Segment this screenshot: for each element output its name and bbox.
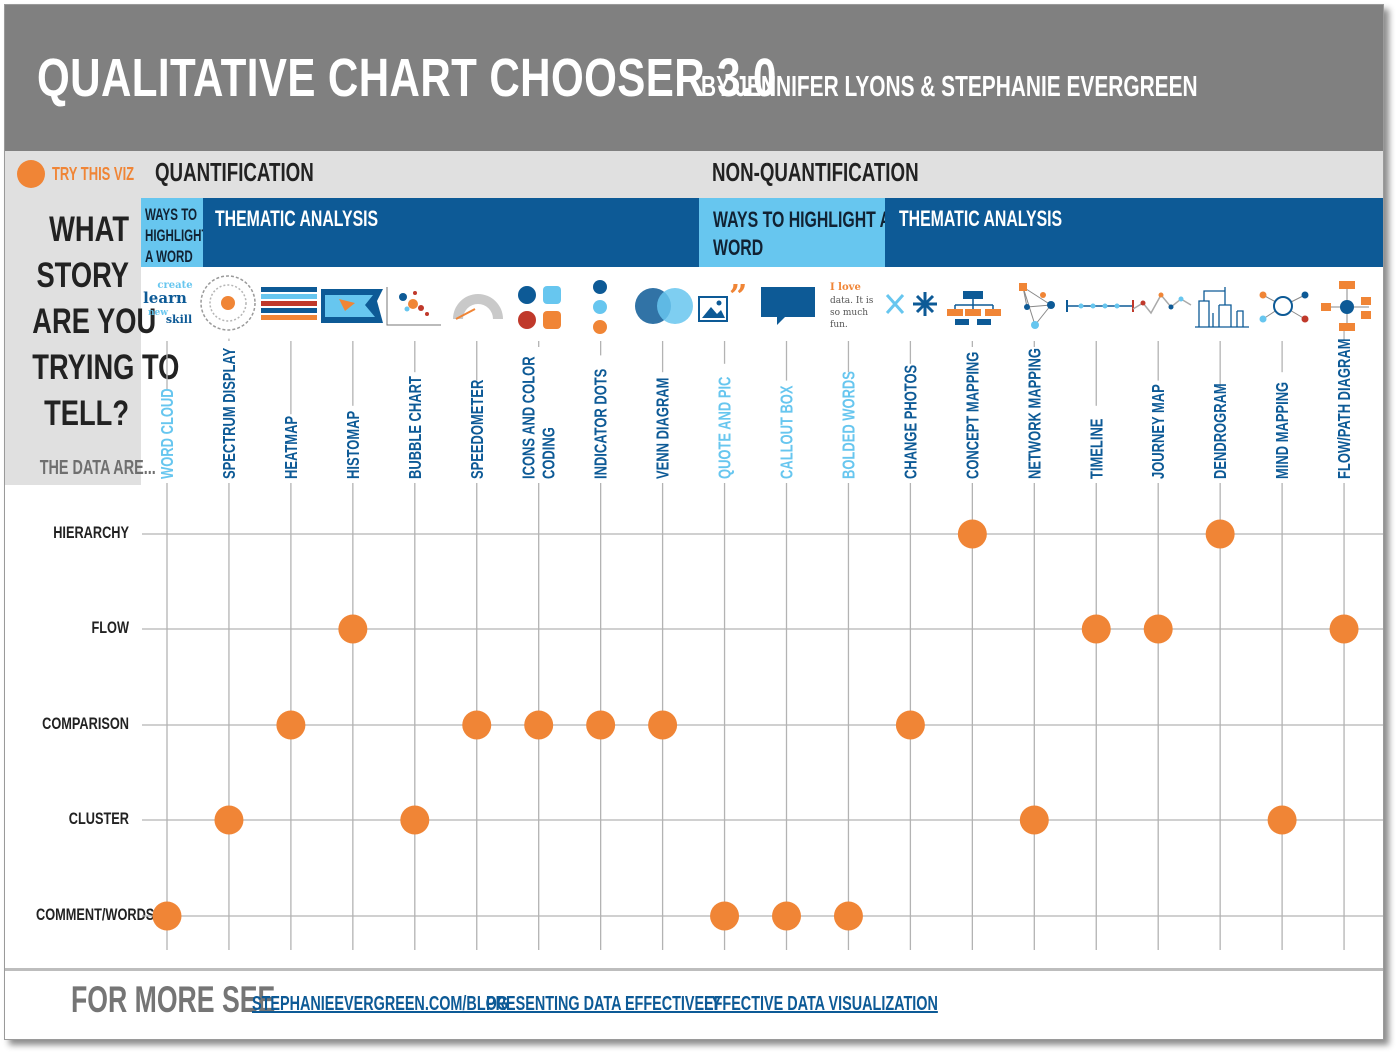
story-question: WHAT STORY ARE YOU TRYING TO TELL? — [32, 207, 179, 437]
band-n-thematic-label: THEMATIC ANALYSIS — [899, 206, 1063, 231]
band-n-highlight-line: WAYS TO HIGHLIGHT A — [713, 207, 892, 232]
column-label: TIMELINE — [1087, 419, 1107, 479]
match-dot — [214, 805, 244, 835]
match-dot — [1081, 614, 1111, 644]
match-dot — [833, 901, 863, 931]
match-dot — [152, 901, 182, 931]
column-label: BOLDED WORDS — [840, 371, 860, 479]
column-label: ICONS AND COLOR — [520, 356, 540, 479]
poster-title: QUALITATIVE CHART CHOOSER 3.0 — [37, 48, 777, 108]
column-label: CALLOUT BOX — [778, 385, 798, 479]
match-dot — [338, 614, 368, 644]
column-label: CONCEPT MAPPING — [963, 352, 983, 479]
match-dot — [648, 710, 678, 740]
match-dot — [710, 901, 740, 931]
band-n-highlight-line: WORD — [713, 235, 764, 260]
match-dot — [586, 710, 616, 740]
band-q-highlight-line: HIGHLIGHT — [145, 226, 209, 245]
section-quantification: QUANTIFICATION — [155, 157, 314, 187]
chart-chooser-poster: QUALITATIVE CHART CHOOSER 3.0 BY JENNIFE… — [4, 4, 1384, 1040]
column-label: SPECTRUM DISPLAY — [220, 347, 240, 479]
match-dot — [1267, 805, 1297, 835]
row-label-comment-words: COMMENT/WORDS — [36, 905, 155, 924]
row-label-flow: FLOW — [91, 618, 129, 637]
column-label: MIND MAPPING — [1273, 382, 1293, 479]
match-dot — [400, 805, 430, 835]
story-line: TELL? — [44, 394, 129, 433]
match-dot — [1143, 614, 1173, 644]
column-label: INDICATOR DOTS — [592, 369, 612, 479]
band-q-highlight: WAYS TO HIGHLIGHT A WORD — [141, 198, 209, 267]
link-effective-dataviz[interactable]: EFFECTIVE DATA VISUALIZATION — [704, 993, 938, 1015]
legend-label: TRY THIS VIZ — [52, 164, 135, 184]
choice-matrix: WORD CLOUD SPECTRUM DISPLAY HEATMAP HISTOMA… — [142, 330, 1383, 950]
band-q-thematic: THEMATIC ANALYSIS — [203, 198, 699, 267]
data-are-label: THE DATA ARE... — [39, 457, 156, 479]
band-q-highlight-line: A WORD — [145, 247, 193, 266]
header-bar — [5, 5, 1383, 151]
column-label: CHANGE PHOTOS — [901, 365, 921, 479]
row-label-comparison: COMPARISON — [42, 714, 129, 733]
column-label: QUOTE AND PIC — [716, 377, 736, 479]
match-dot — [957, 519, 987, 549]
column-label: DENDROGRAM — [1211, 383, 1231, 479]
column-label: WORD CLOUD — [158, 388, 178, 479]
column-label: FLOW/PATH DIAGRAM — [1335, 338, 1355, 479]
column-label: BUBBLE CHART — [406, 376, 426, 479]
link-blog[interactable]: STEPHANIEEVERGREEN.COM/BLOG — [252, 993, 509, 1015]
column-label: NETWORK MAPPING — [1025, 348, 1045, 479]
match-dot — [276, 710, 306, 740]
match-dot — [462, 710, 492, 740]
band-n-highlight: WAYS TO HIGHLIGHT A WORD — [699, 198, 891, 267]
question-panel — [5, 198, 141, 485]
match-dot — [1329, 614, 1359, 644]
column-label: VENN DIAGRAM — [654, 378, 674, 479]
section-non-quantification: NON-QUANTIFICATION — [712, 157, 919, 187]
column-label: HISTOMAP — [344, 411, 364, 479]
match-dot — [1205, 519, 1235, 549]
column-label: JOURNEY MAP — [1149, 384, 1169, 479]
column-label: CODING — [540, 427, 560, 479]
story-line: WHAT — [49, 210, 129, 249]
row-label-cluster: CLUSTER — [68, 809, 129, 828]
footer-label: FOR MORE SEE — [71, 979, 276, 1020]
column-label: HEATMAP — [282, 416, 302, 479]
link-presenting-data[interactable]: PRESENTING DATA EFFECTIVELY — [486, 993, 722, 1015]
column-label: SPEEDOMETER — [468, 380, 488, 479]
band-q-thematic-label: THEMATIC ANALYSIS — [215, 206, 379, 231]
section-bar — [5, 151, 1383, 198]
row-label-hierarchy: HIERARCHY — [53, 523, 129, 542]
match-dot — [1019, 805, 1049, 835]
footer-bar — [5, 968, 1383, 1039]
match-dot — [524, 710, 554, 740]
band-q-highlight-line: WAYS TO — [145, 205, 198, 224]
match-dot — [895, 710, 925, 740]
poster-byline: BY JENNIFER LYONS & STEPHANIE EVERGREEN — [701, 71, 1198, 103]
match-dot — [772, 901, 801, 931]
legend-dot-icon — [17, 160, 45, 188]
story-line: STORY — [36, 256, 129, 295]
band-n-thematic: THEMATIC ANALYSIS — [885, 198, 1383, 267]
